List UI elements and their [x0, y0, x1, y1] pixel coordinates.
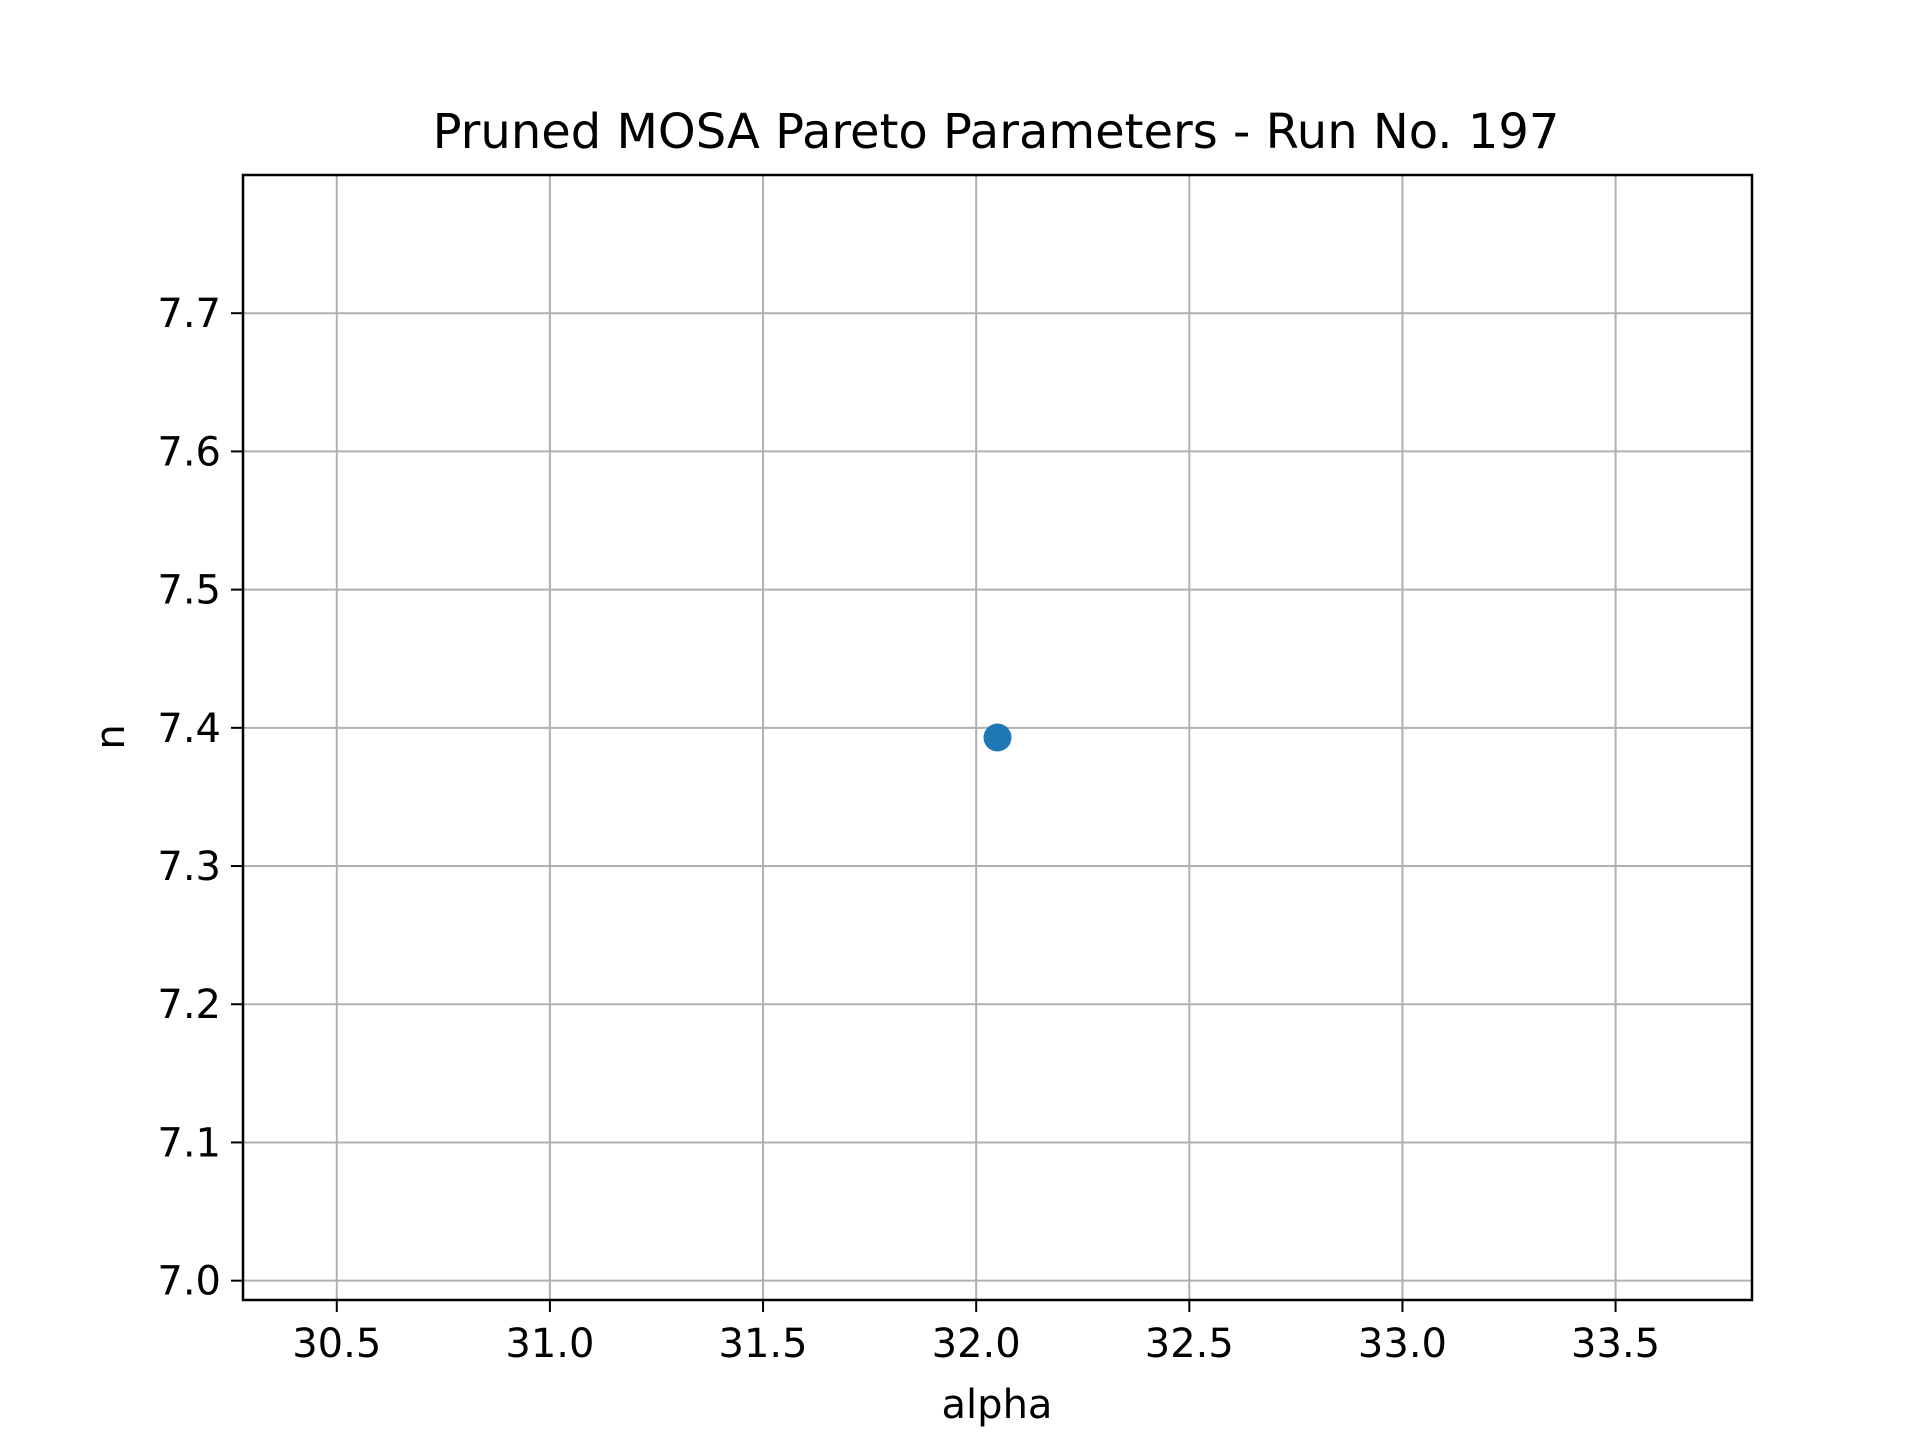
chart-title: Pruned MOSA Pareto Parameters - Run No. … — [433, 104, 1560, 160]
y-tick-label: 7.7 — [157, 291, 221, 337]
plot-frame — [241, 173, 1754, 1302]
x-tick-label: 33.0 — [1358, 1321, 1447, 1367]
x-tick-label: 32.5 — [1145, 1321, 1234, 1367]
grid-lines — [243, 175, 1752, 1300]
y-tick-label: 7.1 — [157, 1120, 221, 1166]
y-tick-label: 7.3 — [157, 844, 221, 890]
x-tick-label: 32.0 — [932, 1321, 1021, 1367]
scatter-point — [983, 723, 1012, 752]
y-tick-label: 7.2 — [157, 982, 221, 1028]
y-tick-label: 7.0 — [157, 1259, 221, 1305]
y-tick-label: 7.4 — [157, 706, 221, 752]
x-tick-label: 31.0 — [505, 1321, 594, 1367]
x-tick-label: 33.5 — [1571, 1321, 1660, 1367]
y-tick-label: 7.6 — [157, 429, 221, 475]
x-axis-label: alpha — [942, 1382, 1053, 1428]
x-tick-label: 30.5 — [292, 1321, 381, 1367]
data-points — [983, 723, 1012, 752]
y-axis-label: n — [88, 724, 134, 749]
y-tick-label: 7.5 — [157, 568, 221, 614]
x-tick-label: 31.5 — [719, 1321, 808, 1367]
axis-ticks: 30.5 31.0 31.5 32.0 32.5 33.0 33.5 7.0 7.1 7.2 7.3… — [157, 291, 1660, 1367]
